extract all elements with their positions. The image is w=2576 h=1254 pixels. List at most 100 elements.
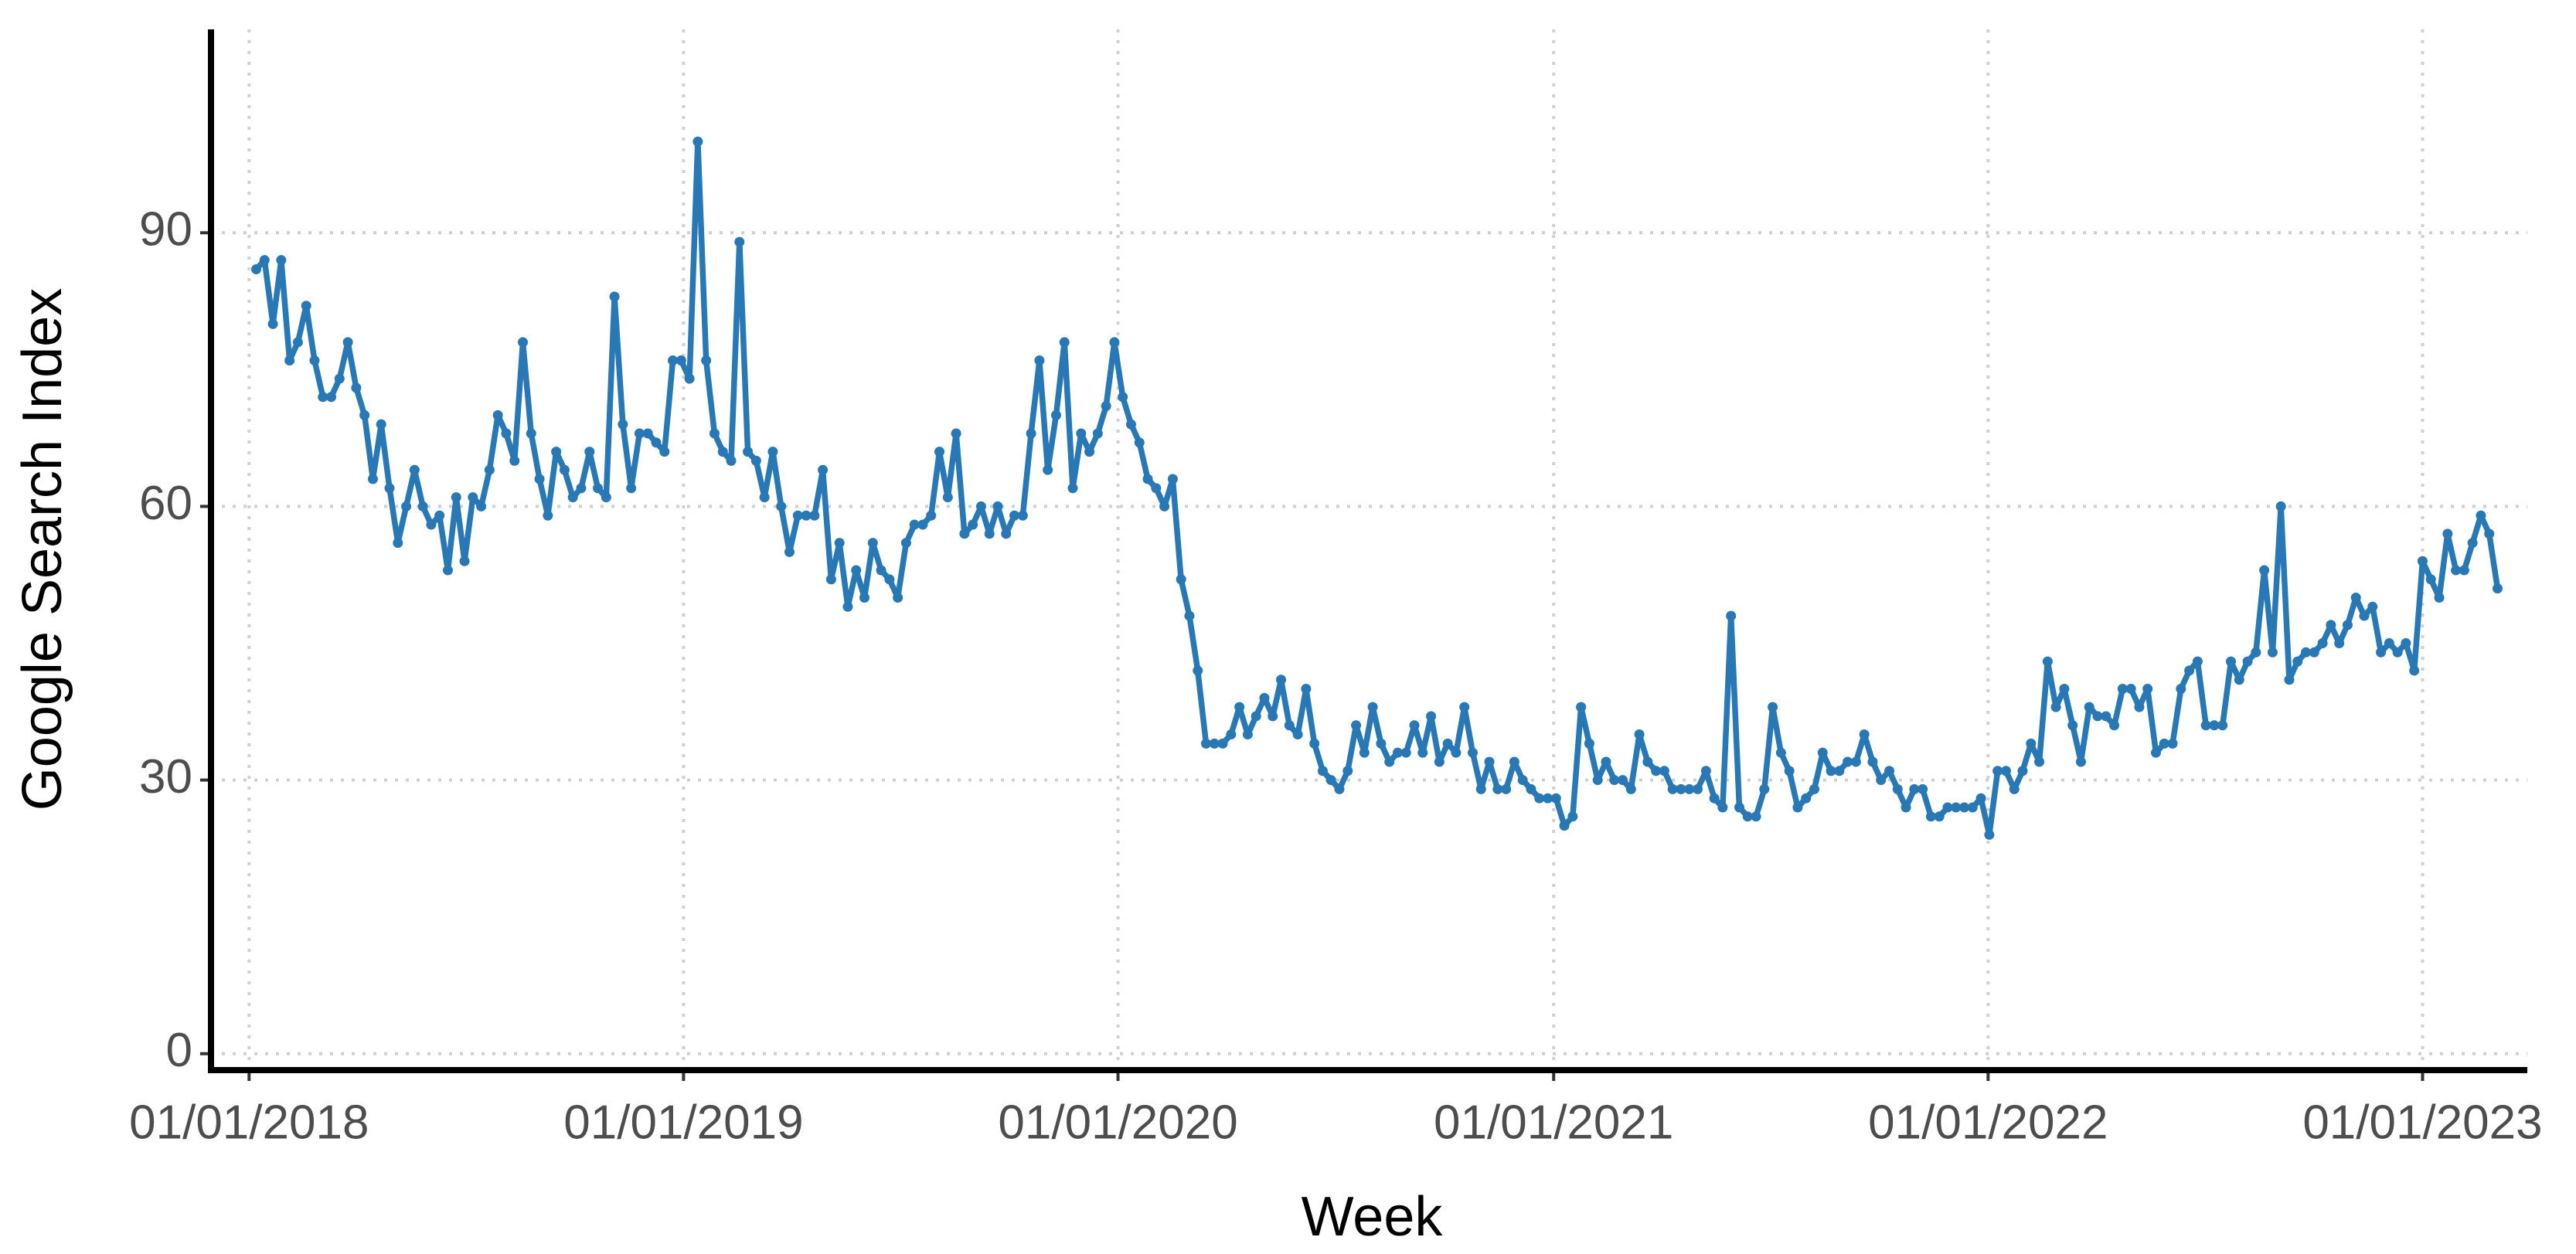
data-point bbox=[576, 483, 587, 494]
data-point bbox=[1451, 747, 1462, 758]
data-point bbox=[492, 410, 503, 420]
data-point bbox=[2317, 638, 2328, 649]
data-point bbox=[1884, 766, 1895, 777]
data-point bbox=[2117, 684, 2128, 695]
data-point bbox=[468, 492, 478, 503]
data-point bbox=[2284, 675, 2295, 685]
data-point bbox=[342, 337, 353, 348]
data-point bbox=[409, 464, 420, 475]
data-point bbox=[2442, 528, 2453, 539]
data-point bbox=[426, 519, 437, 530]
data-point bbox=[609, 291, 620, 302]
data-point bbox=[2484, 528, 2495, 539]
data-point bbox=[1709, 793, 1720, 804]
data-point bbox=[401, 501, 412, 511]
data-point bbox=[476, 501, 487, 511]
data-point bbox=[451, 492, 461, 503]
data-point bbox=[2392, 647, 2403, 658]
data-point bbox=[1059, 337, 1070, 348]
data-point bbox=[1292, 729, 1303, 740]
data-point bbox=[1550, 793, 1561, 804]
data-point bbox=[1384, 756, 1395, 767]
data-point bbox=[701, 355, 712, 366]
data-point bbox=[1901, 802, 1911, 813]
data-point bbox=[2109, 720, 2120, 731]
data-point bbox=[2384, 638, 2394, 649]
data-point bbox=[1201, 738, 1212, 749]
data-point bbox=[1584, 738, 1594, 749]
data-point bbox=[1784, 766, 1795, 777]
data-point bbox=[1259, 692, 1270, 703]
data-point bbox=[2359, 610, 2370, 621]
data-point bbox=[668, 355, 679, 366]
data-point bbox=[717, 447, 728, 457]
data-point bbox=[376, 419, 386, 430]
data-point bbox=[1867, 756, 1878, 767]
data-point bbox=[1309, 738, 1320, 749]
data-point bbox=[1859, 729, 1870, 740]
data-point bbox=[884, 574, 895, 585]
data-point bbox=[1609, 775, 1620, 786]
data-point bbox=[750, 455, 761, 466]
data-point bbox=[851, 565, 862, 576]
data-point bbox=[1676, 783, 1686, 794]
data-point bbox=[2376, 647, 2387, 658]
data-point bbox=[2467, 538, 2478, 549]
data-point bbox=[2267, 647, 2278, 658]
data-point bbox=[1942, 802, 1953, 813]
data-point bbox=[818, 464, 829, 475]
data-point bbox=[1992, 766, 2003, 777]
data-point bbox=[1717, 802, 1728, 813]
data-point bbox=[292, 337, 303, 348]
data-point bbox=[2184, 665, 2195, 676]
data-point bbox=[1559, 821, 1570, 831]
data-point bbox=[792, 510, 803, 521]
data-point bbox=[1359, 747, 1370, 758]
data-point bbox=[1251, 711, 1261, 722]
data-point bbox=[1618, 775, 1628, 786]
data-point bbox=[2425, 574, 2436, 585]
data-point bbox=[1459, 702, 1470, 712]
data-point bbox=[1134, 437, 1145, 448]
data-point bbox=[2342, 620, 2353, 630]
data-point bbox=[1834, 766, 1845, 777]
data-point bbox=[259, 255, 270, 266]
data-point bbox=[2334, 638, 2345, 649]
y-tick-label: 60 bbox=[139, 477, 192, 530]
data-point bbox=[2459, 565, 2469, 576]
x-tick-label: 01/01/2021 bbox=[1434, 1096, 1673, 1149]
data-point bbox=[2042, 656, 2053, 667]
data-point bbox=[2034, 756, 2045, 767]
x-tick-label: 01/01/2019 bbox=[563, 1096, 803, 1149]
data-point bbox=[501, 428, 512, 439]
data-point bbox=[776, 501, 787, 511]
data-point bbox=[442, 565, 453, 576]
data-point bbox=[825, 574, 836, 585]
data-point bbox=[1759, 783, 1770, 794]
data-point bbox=[1434, 756, 1445, 767]
data-point bbox=[1625, 783, 1636, 794]
x-tick-label: 01/01/2023 bbox=[2302, 1096, 2542, 1149]
data-point bbox=[809, 510, 820, 521]
data-point bbox=[900, 538, 911, 549]
data-point bbox=[2275, 501, 2286, 511]
data-point bbox=[942, 492, 953, 503]
data-point bbox=[618, 419, 628, 430]
data-point bbox=[393, 538, 403, 549]
data-point bbox=[2142, 684, 2153, 695]
data-point bbox=[709, 428, 720, 439]
data-point bbox=[859, 592, 870, 603]
data-point bbox=[301, 301, 311, 311]
data-point bbox=[1376, 738, 1387, 749]
y-tick-label: 30 bbox=[139, 750, 192, 804]
data-point bbox=[2251, 647, 2261, 658]
data-point bbox=[1317, 766, 1328, 777]
data-point bbox=[926, 510, 937, 521]
data-point bbox=[1809, 783, 1819, 794]
data-point bbox=[909, 519, 920, 530]
data-point bbox=[509, 455, 520, 466]
data-point bbox=[2476, 510, 2486, 521]
data-point bbox=[1217, 738, 1228, 749]
data-point bbox=[1918, 783, 1928, 794]
data-point bbox=[2309, 647, 2319, 658]
